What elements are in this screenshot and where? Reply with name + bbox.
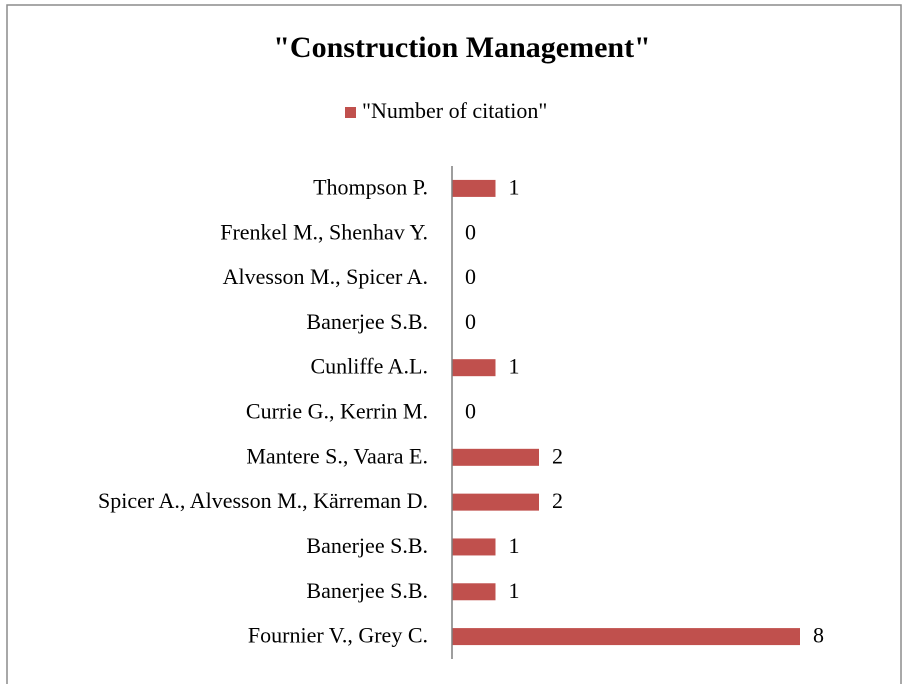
legend-label: "Number of citation" bbox=[362, 98, 547, 123]
y-tick-label: Alvesson M., Spicer A. bbox=[223, 264, 428, 289]
y-tick-label: Banerjee S.B. bbox=[306, 309, 428, 334]
data-label: 0 bbox=[465, 309, 476, 334]
bar bbox=[452, 583, 496, 601]
data-label: 1 bbox=[509, 354, 520, 379]
y-tick-label: Thompson P. bbox=[313, 174, 428, 199]
chart-title: "Construction Management" bbox=[273, 31, 650, 64]
y-tick-label: Cunliffe A.L. bbox=[310, 354, 428, 379]
legend-swatch bbox=[345, 107, 356, 118]
data-label: 2 bbox=[552, 488, 563, 513]
y-tick-label: Banerjee S.B. bbox=[306, 578, 428, 603]
bar bbox=[452, 359, 496, 377]
y-tick-label: Currie G., Kerrin M. bbox=[246, 399, 428, 424]
data-label: 0 bbox=[465, 399, 476, 424]
chart-border bbox=[6, 4, 902, 684]
y-tick-label: Mantere S., Vaara E. bbox=[246, 443, 428, 468]
data-label: 8 bbox=[813, 623, 824, 648]
data-label: 0 bbox=[465, 264, 476, 289]
y-tick-label: Banerjee S.B. bbox=[306, 533, 428, 558]
data-label: 1 bbox=[509, 578, 520, 603]
data-label: 1 bbox=[509, 174, 520, 199]
bar bbox=[452, 179, 496, 197]
bar bbox=[452, 628, 800, 646]
y-tick-label: Spicer A., Alvesson M., Kärreman D. bbox=[98, 488, 428, 513]
bar bbox=[452, 538, 496, 556]
bar bbox=[452, 448, 539, 466]
bar bbox=[452, 493, 539, 511]
y-tick-label: Frenkel M., Shenhav Y. bbox=[220, 219, 428, 244]
data-label: 1 bbox=[509, 533, 520, 558]
data-label: 0 bbox=[465, 219, 476, 244]
data-label: 2 bbox=[552, 443, 563, 468]
y-tick-label: Fournier V., Grey C. bbox=[248, 623, 428, 648]
